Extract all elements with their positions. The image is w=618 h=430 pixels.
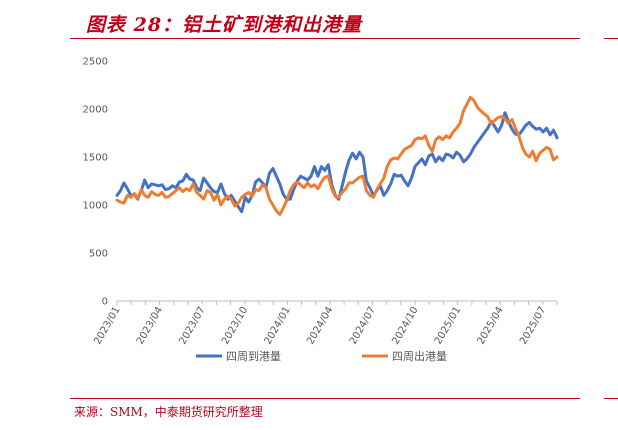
x-tick-label: 2025/04 [476,305,506,346]
source-rule [70,398,580,399]
source-rule-right [604,398,618,399]
x-tick-label: 2024/10 [390,305,420,346]
x-tick-label: 2023/04 [135,305,165,346]
x-axis: 2023/01 2023/04 2023/07 2023/10 2024/01 2024/… [92,300,558,346]
y-tick-label: 1500 [83,153,108,164]
title-rule-right [604,38,618,39]
title-rule [70,38,580,39]
x-tick-label: 2023/01 [92,305,122,346]
x-tick-label: 2024/01 [263,305,293,346]
source-note: 来源：SMM，中泰期货研究所整理 [74,405,263,419]
legend: 四周到港量 四周出港量 [196,349,447,363]
figure-title: 图表 28：铝土矿到港和出港量 [86,14,363,36]
x-tick-label: 2023/07 [177,305,207,346]
y-tick-label: 500 [89,249,108,260]
y-tick-label: 2000 [83,105,108,116]
x-tick-label: 2025/07 [518,305,548,346]
y-axis: 0 500 1000 1500 2000 2500 [83,57,108,308]
x-tick-label: 2023/10 [220,305,250,346]
y-tick-label: 0 [102,297,108,308]
x-tick-label: 2024/04 [305,305,335,346]
series-layer [115,96,559,217]
x-tick-label: 2024/07 [348,305,378,346]
y-tick-label: 1000 [83,201,108,212]
y-tick-label: 2500 [83,57,108,68]
x-tick-label: 2025/01 [433,305,463,346]
legend-label: 四周出港量 [392,349,447,363]
legend-label: 四周到港量 [226,350,281,363]
series-line-departures [115,96,559,217]
